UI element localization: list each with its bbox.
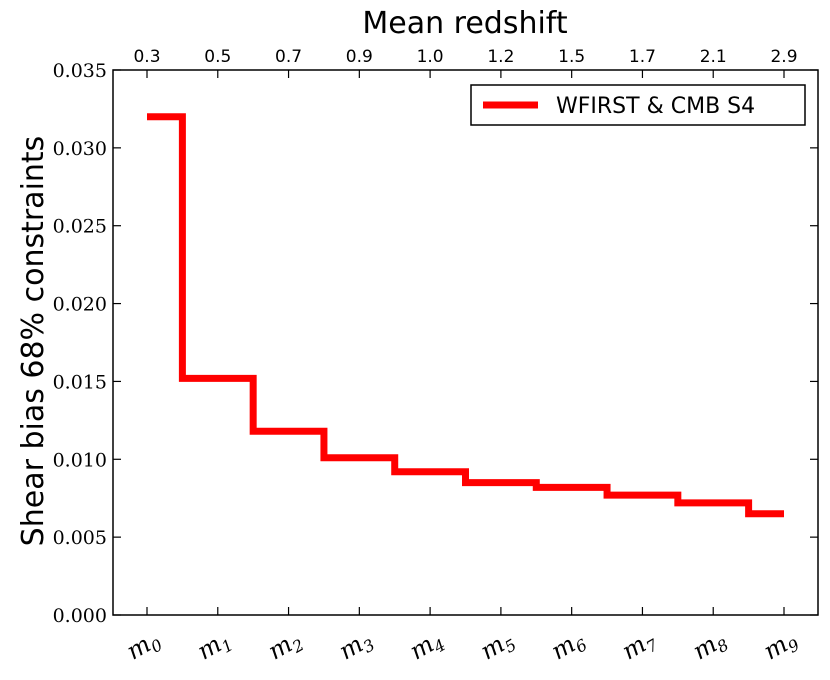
y-tick-label: 0.025 xyxy=(53,216,107,238)
y-tick-label: 0.020 xyxy=(53,294,107,316)
legend-label: WFIRST & CMB S4 xyxy=(556,94,755,119)
top-axis: 0.3 0.5 0.7 0.9 1.0 1.2 1.5 1.7 2.1 2.9 xyxy=(133,47,798,78)
x-tick-label: m0 xyxy=(122,625,166,668)
y-tick-label: 0.010 xyxy=(53,449,107,471)
x-tick-label-base: m xyxy=(688,630,722,666)
x-tick-label: m7 xyxy=(617,624,662,668)
x-tick-label-base: m xyxy=(759,630,793,666)
top-axis-title: Mean redshift xyxy=(362,6,567,41)
x-axis: m0 m1 m2 m3 m4 m5 m6 m7 m8 m9 xyxy=(122,607,803,668)
x-tick-label-base: m xyxy=(617,630,651,666)
y-tick-label: 0.035 xyxy=(53,60,107,82)
x-tick-label-base: m xyxy=(263,630,297,666)
series-line-0 xyxy=(147,113,784,518)
top-tick-label: 0.7 xyxy=(275,47,302,67)
plot-frame xyxy=(112,69,819,616)
y-axis: 0.000 0.005 0.010 0.015 0.020 0.025 0.030 0.035 xyxy=(53,60,818,627)
top-tick-label: 0.9 xyxy=(346,47,373,67)
top-tick-label: 2.1 xyxy=(700,47,727,67)
series-layer xyxy=(147,113,784,518)
top-tick-label: 0.5 xyxy=(204,47,231,67)
top-tick-label: 1.7 xyxy=(629,47,656,67)
x-tick-label: m2 xyxy=(263,625,307,668)
x-tick-label: m5 xyxy=(476,625,520,668)
y-tick-label: 0.000 xyxy=(53,605,107,627)
x-tick-label-base: m xyxy=(546,630,580,666)
top-tick-label: 1.2 xyxy=(487,47,514,67)
legend: WFIRST & CMB S4 xyxy=(470,84,806,126)
x-tick-label-base: m xyxy=(334,630,368,666)
y-tick-label: 0.015 xyxy=(53,371,107,393)
top-tick-label: 0.3 xyxy=(133,47,160,67)
x-tick-label-base: m xyxy=(405,630,439,666)
y-tick-label: 0.030 xyxy=(53,138,107,160)
y-axis-title: Shear bias 68% constraints xyxy=(16,136,51,547)
x-tick-label: m4 xyxy=(405,625,449,668)
x-tick-label-base: m xyxy=(476,630,510,666)
x-tick-label: m9 xyxy=(759,625,803,668)
y-tick-label: 0.005 xyxy=(53,527,107,549)
top-tick-label: 2.9 xyxy=(770,47,797,67)
x-tick-label: m3 xyxy=(334,625,378,668)
top-tick-label: 1.5 xyxy=(558,47,585,67)
x-tick-label: m1 xyxy=(193,625,237,668)
top-tick-label: 1.0 xyxy=(417,47,444,67)
plot-area xyxy=(112,69,819,616)
x-tick-label-base: m xyxy=(193,630,227,666)
x-tick-label: m8 xyxy=(688,625,732,668)
x-tick-label: m6 xyxy=(546,625,590,668)
x-tick-label-base: m xyxy=(122,630,156,666)
